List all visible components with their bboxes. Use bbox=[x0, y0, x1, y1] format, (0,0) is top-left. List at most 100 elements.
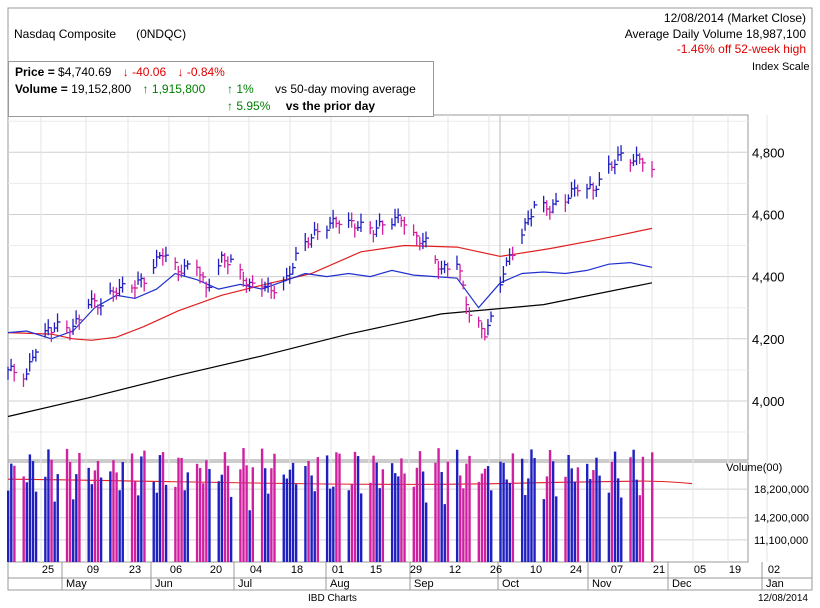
up-arrow-icon: ↑ bbox=[227, 99, 233, 113]
volume-bar bbox=[651, 452, 654, 562]
month-tick-label: Aug bbox=[330, 578, 350, 590]
volume-bar bbox=[616, 478, 620, 562]
volume-bar bbox=[607, 492, 611, 562]
volume-bar bbox=[359, 493, 363, 562]
volume-bar bbox=[613, 451, 617, 562]
volume-pct-ma: 1% bbox=[236, 82, 254, 96]
volume-pct-prior: 5.95% bbox=[236, 99, 271, 113]
volume-bar bbox=[22, 476, 25, 562]
volume-bar bbox=[511, 453, 515, 562]
month-tick-label: Jul bbox=[238, 578, 252, 590]
volume-bar bbox=[143, 450, 146, 562]
volume-bar bbox=[375, 462, 378, 562]
volume-bar bbox=[31, 461, 35, 562]
series-line-relative-strength bbox=[7, 261, 653, 340]
up-arrow-icon: ↑ bbox=[227, 82, 233, 96]
volume-bar bbox=[220, 474, 224, 562]
volume-bar bbox=[267, 493, 270, 562]
volume-bar bbox=[421, 471, 425, 562]
series-line-200-day-ma bbox=[7, 282, 653, 418]
volume-bar bbox=[310, 475, 313, 562]
volume-bar bbox=[589, 479, 592, 562]
volume-bar bbox=[47, 449, 50, 562]
volume-vs-prior-row: ↑ 5.95% vs the prior day bbox=[227, 99, 375, 113]
volume-bar bbox=[217, 481, 220, 562]
volume-bar bbox=[78, 452, 81, 562]
volume-bar bbox=[155, 492, 159, 562]
volume-bar bbox=[294, 484, 298, 562]
volume-bar bbox=[394, 473, 397, 562]
volume-bar bbox=[316, 457, 320, 562]
volume-bar bbox=[118, 490, 121, 562]
month-tick-label: Sep bbox=[414, 578, 434, 590]
volume-bar bbox=[13, 465, 16, 562]
footer-source: IBD Charts bbox=[308, 593, 357, 604]
volume-bar bbox=[248, 510, 251, 562]
volume-axis: 11,100,000 14,200,000 18,200,000 bbox=[754, 484, 809, 547]
volume-bar bbox=[291, 462, 295, 562]
price-pct: -0.84% bbox=[186, 65, 225, 79]
volume-bar bbox=[490, 490, 493, 562]
volume-bar bbox=[598, 475, 601, 562]
symbol-code: (0NDQC) bbox=[136, 27, 187, 41]
volume-bar bbox=[96, 461, 100, 562]
day-tick-label: 19 bbox=[729, 564, 741, 576]
volume-bar bbox=[205, 460, 208, 562]
price-change: -40.06 bbox=[132, 65, 167, 79]
volume-bar bbox=[542, 499, 546, 562]
volume-bar bbox=[595, 457, 598, 562]
volume-bar bbox=[152, 481, 155, 562]
grid-lines bbox=[7, 114, 812, 590]
volume-bar bbox=[508, 483, 511, 562]
volume-bar bbox=[369, 482, 372, 562]
volume-bar bbox=[350, 484, 354, 562]
volume-bar bbox=[641, 456, 645, 562]
price-tick-label: 4,200 bbox=[752, 332, 785, 347]
price-tick-label: 4,600 bbox=[752, 207, 785, 222]
day-tick-label: 25 bbox=[42, 564, 54, 576]
volume-bar bbox=[555, 496, 558, 562]
volume-bar bbox=[273, 453, 276, 562]
day-tick-label: 12 bbox=[449, 564, 461, 576]
volume-bar bbox=[530, 449, 533, 562]
day-tick-label: 26 bbox=[490, 564, 502, 576]
volume-bar bbox=[245, 465, 248, 562]
volume-bar bbox=[524, 495, 527, 562]
day-tick-label: 10 bbox=[530, 564, 542, 576]
day-tick-label: 04 bbox=[250, 564, 262, 576]
volume-bar bbox=[468, 455, 471, 562]
day-tick-label: 21 bbox=[653, 564, 665, 576]
volume-bar bbox=[635, 479, 638, 562]
volume-bar bbox=[332, 486, 335, 562]
month-tick-label: May bbox=[66, 578, 87, 590]
price-tick-label: 4,400 bbox=[752, 270, 785, 285]
volume-bar bbox=[68, 461, 72, 562]
footer-date: 12/08/2014 bbox=[757, 593, 808, 604]
volume-bar bbox=[325, 455, 329, 562]
volume-bar bbox=[130, 453, 134, 562]
month-tick-label: Jan bbox=[766, 578, 784, 590]
volume-bar bbox=[121, 461, 124, 562]
volume-bar bbox=[7, 490, 10, 562]
volume-bar bbox=[270, 468, 273, 562]
volume-bar bbox=[260, 448, 264, 562]
volume-bars bbox=[7, 448, 654, 562]
volume-bar bbox=[502, 462, 505, 562]
volume-bar bbox=[400, 458, 403, 562]
volume-change: 1,915,800 bbox=[151, 82, 206, 96]
price-bars bbox=[7, 145, 656, 388]
volume-bar bbox=[251, 467, 255, 562]
price-axis: 4,000 4,200 4,400 4,600 4,800 bbox=[752, 145, 785, 409]
volume-bar bbox=[434, 462, 437, 562]
volume-bar bbox=[174, 486, 177, 562]
volume-tick-label: 18,200,000 bbox=[754, 484, 809, 496]
volume-bar bbox=[372, 455, 375, 562]
volume-bar bbox=[72, 499, 75, 562]
volume-bar bbox=[93, 470, 97, 562]
volume-bar bbox=[632, 449, 635, 562]
price-row: Price = $4,740.69 ↓ -40.06 ↓ -0.84% bbox=[15, 65, 225, 79]
volume-row: Volume = 19,152,800 ↑ 1,915,800 bbox=[15, 82, 205, 96]
volume-bar bbox=[347, 490, 350, 562]
volume-bar bbox=[180, 457, 183, 562]
volume-bar bbox=[335, 452, 338, 562]
